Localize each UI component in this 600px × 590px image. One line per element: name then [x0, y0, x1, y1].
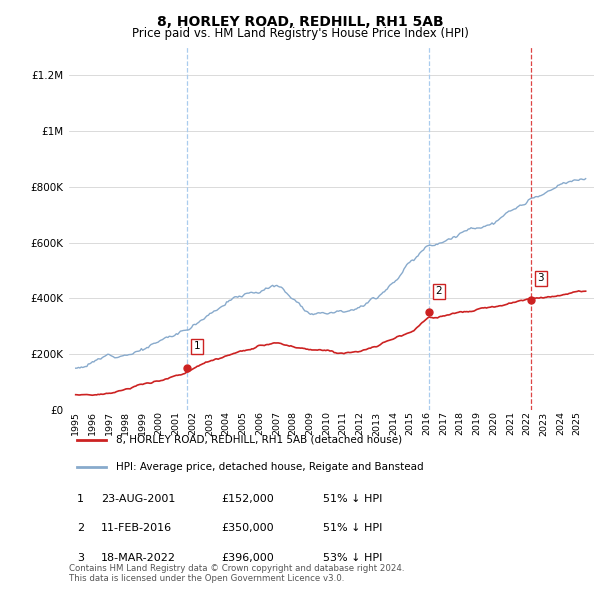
Text: 2: 2 [436, 286, 442, 296]
Text: 23-AUG-2001: 23-AUG-2001 [101, 494, 175, 503]
Text: 1: 1 [77, 494, 84, 503]
Text: 2: 2 [77, 523, 84, 533]
Text: 8, HORLEY ROAD, REDHILL, RH1 5AB: 8, HORLEY ROAD, REDHILL, RH1 5AB [157, 15, 443, 29]
Text: 18-MAR-2022: 18-MAR-2022 [101, 553, 176, 562]
Text: 51% ↓ HPI: 51% ↓ HPI [323, 523, 382, 533]
Text: 1: 1 [193, 342, 200, 352]
Text: £396,000: £396,000 [221, 553, 274, 562]
Text: 51% ↓ HPI: 51% ↓ HPI [323, 494, 382, 503]
Text: 11-FEB-2016: 11-FEB-2016 [101, 523, 172, 533]
Text: Contains HM Land Registry data © Crown copyright and database right 2024.
This d: Contains HM Land Registry data © Crown c… [69, 563, 404, 583]
Text: Price paid vs. HM Land Registry's House Price Index (HPI): Price paid vs. HM Land Registry's House … [131, 27, 469, 40]
Text: 8, HORLEY ROAD, REDHILL, RH1 5AB (detached house): 8, HORLEY ROAD, REDHILL, RH1 5AB (detach… [116, 435, 402, 445]
Text: 3: 3 [77, 553, 84, 562]
Text: £152,000: £152,000 [221, 494, 274, 503]
Text: £350,000: £350,000 [221, 523, 274, 533]
Text: HPI: Average price, detached house, Reigate and Banstead: HPI: Average price, detached house, Reig… [116, 462, 424, 472]
Text: 3: 3 [538, 273, 544, 283]
Text: 53% ↓ HPI: 53% ↓ HPI [323, 553, 382, 562]
